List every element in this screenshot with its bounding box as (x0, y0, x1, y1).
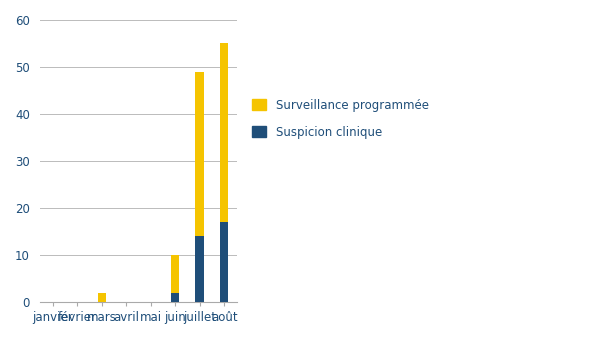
Bar (220, 222, 229, 302)
Bar (171, 293, 180, 302)
Bar (195, 72, 204, 236)
Bar (195, 236, 204, 302)
Bar (97, 293, 106, 302)
Legend: Surveillance programmée, Suspicion clinique: Surveillance programmée, Suspicion clini… (247, 94, 433, 143)
Bar (220, 43, 229, 222)
Bar (171, 255, 180, 293)
